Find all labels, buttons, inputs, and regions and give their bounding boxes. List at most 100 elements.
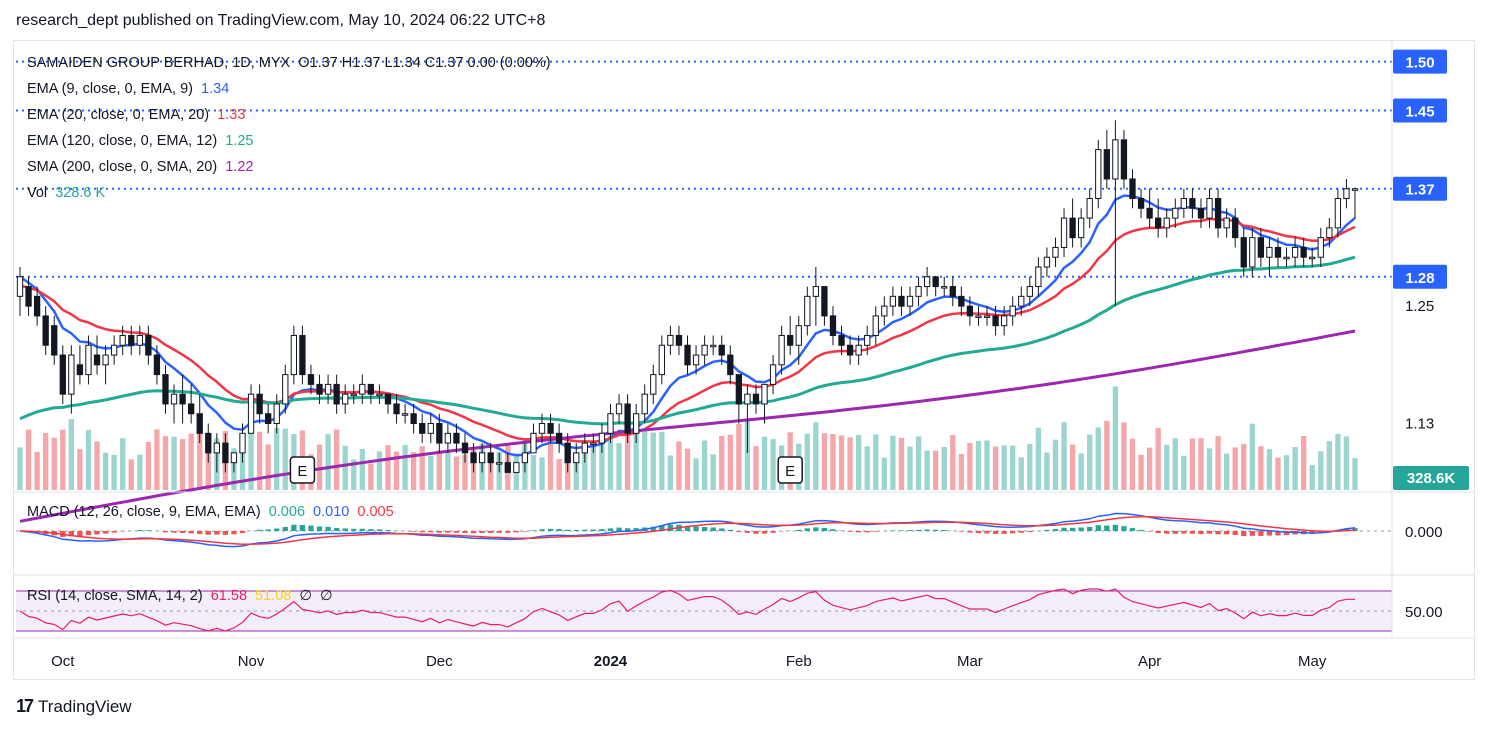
volume-bar [162, 436, 169, 490]
candle-body [538, 423, 546, 434]
macd-signal-value: 0.005 [357, 504, 394, 520]
macd-histogram-bar [1215, 531, 1221, 535]
macd-histogram-bar [830, 529, 836, 531]
volume-bar [710, 454, 716, 490]
sma200-legend[interactable]: SMA (200, close, 0, SMA, 20) 1.22 [27, 159, 253, 175]
candle-body [735, 374, 742, 405]
candle-body [1095, 149, 1102, 200]
macd-histogram-bar [479, 531, 485, 533]
candle-body [265, 413, 272, 425]
macd-histogram-bar [599, 529, 605, 531]
volume-bar [376, 451, 383, 490]
x-tick-label: Apr [1138, 653, 1161, 670]
macd-histogram-bar [239, 531, 246, 534]
macd-histogram-bar [453, 531, 460, 533]
volume-bar [128, 459, 134, 490]
rsi-empty-1: ∅ [299, 588, 313, 604]
candle-body [1172, 207, 1179, 219]
rsi-value: 61.58 [210, 588, 248, 604]
macd-histogram-bar [607, 528, 614, 531]
candle-body [59, 354, 66, 395]
candle-body [76, 364, 84, 376]
ema9-legend[interactable]: EMA (9, close, 0, EMA, 9) 1.34 [27, 81, 229, 97]
volume-legend[interactable]: Vol 328.6 K [27, 185, 105, 201]
candle-body [513, 462, 520, 473]
candle-body [239, 432, 246, 454]
rsi-tick-label: 50.00 [1405, 604, 1443, 621]
candle-body [658, 344, 665, 376]
macd-histogram-bar [856, 531, 862, 533]
macd-histogram-bar [419, 531, 425, 533]
rsi-legend[interactable]: RSI (14, close, SMA, 14, 2) 61.58 51.08 … [27, 588, 333, 604]
volume-bar [411, 452, 417, 490]
candle-body [727, 354, 734, 376]
symbol-legend[interactable]: SAMAIDEN GROUP BERHAD, 1D, MYX O1.37 H1.… [27, 55, 551, 71]
ema20-legend[interactable]: EMA (20, close, 0, EMA, 20) 1.33 [27, 107, 245, 123]
volume-bar [736, 423, 742, 490]
chart-frame[interactable] [13, 40, 1475, 680]
volume-bar [573, 457, 579, 490]
price-badge [1393, 264, 1447, 289]
candle-body [247, 393, 255, 434]
axes: 1.50 1.45 1.37 1.28 1.25 1.13 328.6K E E 0.000 50.… [13, 40, 1475, 670]
candle-body [1351, 188, 1359, 191]
macd-histogram-bar [197, 531, 203, 534]
volume-bar [1018, 457, 1024, 490]
candle-body [51, 325, 58, 356]
x-tick-label: 2024 [594, 653, 628, 670]
volume-bar [1146, 447, 1153, 490]
candle-body [804, 295, 811, 327]
candle-body [906, 295, 914, 307]
volume-bar [1104, 420, 1110, 490]
macd-histogram-bar [77, 531, 83, 537]
macd-histogram-bar [137, 530, 143, 531]
candlesticks [16, 120, 1359, 473]
volume-bar [43, 432, 49, 490]
published-caption: research_dept published on TradingView.c… [16, 12, 546, 29]
candle-body [196, 413, 203, 434]
volume-bar [1189, 438, 1196, 490]
candle-body [205, 432, 212, 454]
macd-legend[interactable]: MACD (12, 26, close, 9, EMA, EMA) 0.006 … [27, 504, 394, 520]
ema120-legend[interactable]: EMA (120, close, 0, EMA, 12) 1.25 [27, 133, 253, 149]
macd-histogram-bar [1095, 525, 1101, 531]
candle-body [710, 344, 717, 348]
macd-histogram-bar [445, 531, 451, 533]
macd-histogram-bar [547, 528, 554, 531]
volume-bar [393, 451, 400, 490]
volume-bar [1241, 443, 1247, 490]
volume-bar [590, 445, 597, 490]
x-tick-label: May [1298, 653, 1327, 670]
macd-histogram-bar [873, 531, 879, 532]
volume-bar [1352, 458, 1358, 490]
macd-histogram-bar [1352, 528, 1358, 531]
macd-histogram-bar [513, 531, 519, 533]
volume-bar [1223, 453, 1230, 490]
candle-body [650, 374, 657, 395]
macd-histogram-bar [924, 529, 930, 531]
candle-body [615, 403, 623, 415]
volume-bar [1335, 433, 1341, 490]
volume-bar [667, 455, 674, 490]
candle-body [555, 432, 563, 444]
macd-histogram-bar [719, 528, 725, 531]
macd-histogram-bar [342, 528, 348, 531]
candle-body [881, 305, 888, 317]
sma200-label: SMA (200, close, 0, SMA, 20) [27, 159, 218, 175]
volume-bar [1027, 443, 1033, 490]
volume-bar [94, 441, 100, 490]
candle-body [376, 393, 383, 397]
candle-body [838, 334, 845, 346]
volume-bar [1215, 435, 1221, 490]
candle-body [564, 442, 571, 464]
macd-histogram-bar [727, 529, 733, 531]
volume-bar [607, 436, 614, 490]
macd-histogram-bar [1010, 531, 1016, 534]
candle-body [153, 354, 161, 376]
ohlc-values: O1.37 H1.37 L1.34 C1.37 0.00 (0.00%) [298, 55, 551, 71]
candle-body [1026, 286, 1033, 297]
macd-histogram-bar [376, 529, 383, 531]
volume-bar [547, 438, 554, 490]
candle-body [598, 432, 606, 444]
